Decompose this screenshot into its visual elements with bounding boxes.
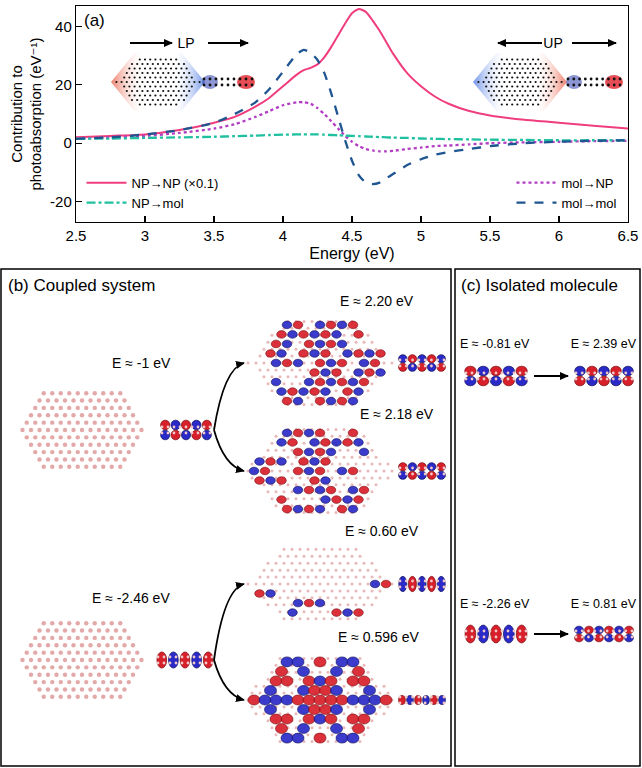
svg-text:2.5: 2.5 <box>66 227 87 244</box>
svg-text:4: 4 <box>279 227 287 244</box>
svg-text:(b) Coupled system: (b) Coupled system <box>8 276 155 295</box>
svg-text:4.5: 4.5 <box>342 227 363 244</box>
svg-text:NP→NP (×0.1): NP→NP (×0.1) <box>132 176 219 191</box>
svg-text:E ≈ -0.81 eV: E ≈ -0.81 eV <box>460 337 530 351</box>
svg-text:UP: UP <box>543 35 562 51</box>
svg-text:E ≈ 0.60 eV: E ≈ 0.60 eV <box>345 523 419 539</box>
svg-text:mol→NP: mol→NP <box>561 176 613 191</box>
svg-text:E ≈ -2.46 eV: E ≈ -2.46 eV <box>92 590 170 606</box>
svg-text:6.5: 6.5 <box>618 227 639 244</box>
svg-text:(c) Isolated molecule: (c) Isolated molecule <box>461 276 618 295</box>
svg-text:E ≈ 0.596 eV: E ≈ 0.596 eV <box>338 629 420 645</box>
svg-text:6: 6 <box>555 227 563 244</box>
svg-text:Contribution tophotoabsorption: Contribution tophotoabsorption (eV⁻¹) <box>8 37 45 190</box>
svg-text:5: 5 <box>417 227 425 244</box>
svg-text:(a): (a) <box>84 11 105 30</box>
svg-text:3: 3 <box>141 227 149 244</box>
svg-text:Energy (eV): Energy (eV) <box>309 245 394 262</box>
svg-text:E ≈ 0.81 eV: E ≈ 0.81 eV <box>571 597 637 611</box>
svg-text:mol→mol: mol→mol <box>561 196 616 211</box>
svg-text:NP→mol: NP→mol <box>132 196 184 211</box>
svg-text:E ≈ -1 eV: E ≈ -1 eV <box>112 355 171 371</box>
svg-text:-20: -20 <box>50 193 72 210</box>
svg-text:20: 20 <box>55 76 72 93</box>
svg-text:E ≈ -2.26 eV: E ≈ -2.26 eV <box>460 597 530 611</box>
svg-text:0: 0 <box>63 134 71 151</box>
svg-text:E ≈ 2.20 eV: E ≈ 2.20 eV <box>340 293 414 309</box>
svg-text:40: 40 <box>55 18 72 35</box>
svg-text:5.5: 5.5 <box>480 227 501 244</box>
svg-text:E ≈ 2.18 eV: E ≈ 2.18 eV <box>360 406 434 422</box>
svg-text:E ≈ 2.39 eV: E ≈ 2.39 eV <box>571 337 637 351</box>
svg-text:LP: LP <box>177 35 194 51</box>
svg-text:3.5: 3.5 <box>204 227 225 244</box>
